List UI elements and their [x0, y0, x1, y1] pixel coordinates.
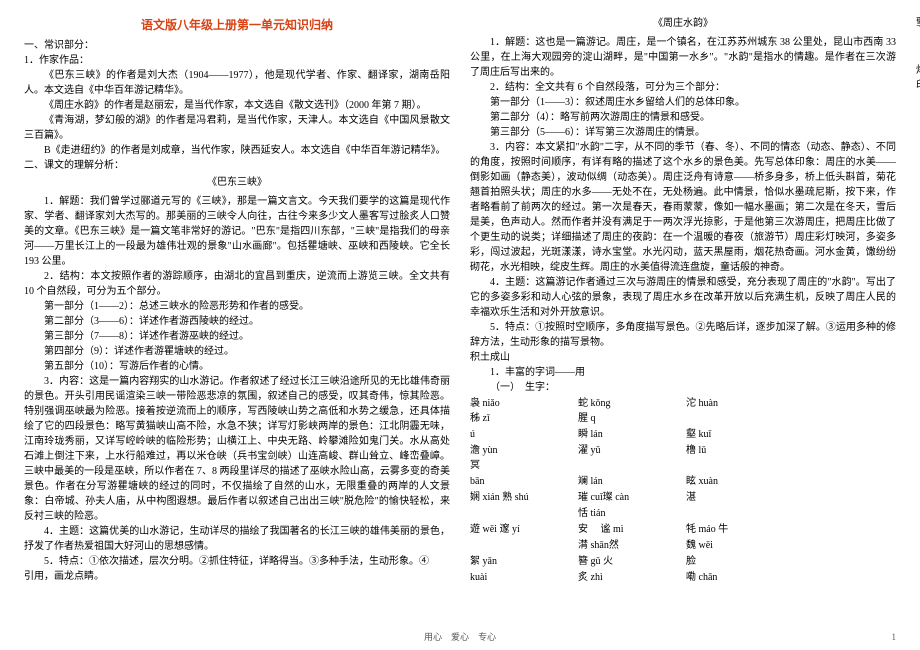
vocab-row: 袅 niǎo 蛇 kǒng 沱 huàn 秭 zǐ 腥 q [470, 396, 896, 426]
vocab-item: 蛇 kǒng [578, 396, 678, 411]
vocab-item: 魏 wēi [686, 538, 786, 553]
para-15: 印 [916, 78, 920, 93]
para-11a: 第一部分（1——3）：叙述周庄水乡留给人们的总体印象。 [470, 95, 896, 110]
vocab-item: 濯 yǔ [578, 443, 678, 458]
vocab-item: 娴 xián 熟 shú [470, 490, 570, 505]
vocab-item: bān [470, 474, 570, 489]
para-11b: 第二部分（4）：略写前两次游周庄的情景和感受。 [470, 110, 896, 125]
vocab-row: 毯 kǎn嘎 juē [916, 32, 920, 47]
vocab-item: 澹 yùn [470, 443, 570, 458]
vocab-row: 絮 yān 簪 gǔ 火脸 [470, 554, 896, 569]
vocab-item: 擎 qíng [916, 16, 920, 31]
vocab-item: 牦 máo 牛 [686, 522, 786, 537]
vocab-item: 秭 zǐ [470, 411, 570, 426]
col2-top: 引用，画龙点睛。 [24, 569, 450, 584]
vocab-row: 镖 biāo的 chì烙 lào [916, 48, 920, 78]
para-14: 5．特点：①按照时空顺序，多角度描写景色。②先略后详，逐步加深了解。③运用多种的… [470, 320, 896, 350]
vocab-item: 袅 niǎo [470, 396, 570, 411]
vocab-item: 恬 tián [578, 506, 678, 521]
vocab-item: 壑 kuǐ [686, 427, 786, 442]
vocab-item: 嘞 chān [686, 570, 786, 585]
para-3: 《青海湖，梦幻般的湖》的作者是冯君莉，是当代作家，天津人。本文选自《中国风景散文… [24, 113, 450, 143]
vocab-item [470, 538, 570, 553]
vocab-item: 脸 [686, 554, 786, 569]
vocab-item: 絮 yān [470, 554, 570, 569]
vocab-row: 潸 shān然魏 wēi [470, 538, 896, 553]
vocab-item: 橹 lǔ [686, 443, 786, 458]
vocab-item: 炙 zhì [578, 570, 678, 585]
para-10: 1．解题：这也是一篇游记。周庄，是一个镇名，在江苏苏州城东 38 公里处，昆山市… [470, 35, 896, 80]
section-3-1: 1．丰富的字词——用 [470, 365, 896, 380]
vocab-item: 璀 cuǐ璨 càn [578, 490, 678, 505]
section-3-2: （一） 生字： [470, 380, 896, 395]
subtitle-1: 《巴东三峡》 [24, 175, 450, 190]
page-number: 1 [892, 631, 897, 645]
vocab-item [916, 32, 920, 47]
section-1-1: 1．作家作品： [24, 53, 450, 68]
vocab-item: ú [470, 427, 570, 442]
para-9: 5．特点：①依次描述，层次分明。②抓住特征，详略得当。③多种手法，生动形象。④ [24, 554, 450, 569]
footer-text: 用心 爱心 专心 [424, 632, 496, 642]
para-6: 2．结构：本文按照作者的游踪顺序，由湖北的宜昌到重庆，逆流而上游览三峡。全文共有… [24, 269, 450, 299]
para-2: 《周庄水韵》的作者是赵丽宏，是当代作家，本文选自《散文选刊》（2000 年第 7… [24, 98, 450, 113]
vocab-item: 瞬 lán [578, 427, 678, 442]
vocab-row: bān 斓 lán 眩 xuàn [470, 474, 896, 489]
para-6e: 第五部分（10）：写游后作者的心情。 [24, 359, 450, 374]
para-5: 1．解题：我们曾学过郦道元写的《三峡》，那是一篇文言文。今天我们要学的这篇是现代… [24, 194, 450, 269]
vocab-item: 潸 shān然 [578, 538, 678, 553]
para-11c: 第三部分（5——6）：详写第三次游周庄的情景。 [470, 125, 896, 140]
para-8: 4．主题：这篇优美的山水游记，生动详尽的描绘了我国著名的长江三峡的雄伟美丽的景色… [24, 524, 450, 554]
vocab-item [470, 506, 570, 521]
para-6a: 第一部分（1——2）：总述三峡水的险恶形势和作者的感受。 [24, 299, 450, 314]
vocab-item: 安 谧 mì [578, 522, 678, 537]
vocab-item: 斓 lán [578, 474, 678, 489]
vocab-item [916, 48, 920, 63]
vocab-row: ú 瞬 lán 壑 kuǐ [470, 427, 896, 442]
vocab-item: 沱 huàn [686, 396, 786, 411]
vocab-item: 簪 gǔ 火 [578, 554, 678, 569]
para-6d: 第四部分（9）：详述作者游瞿塘峡的经过。 [24, 344, 450, 359]
vocab-item: kuài [470, 570, 570, 585]
vocab-item: 眩 xuàn [686, 474, 786, 489]
vocab-item: 冥 [470, 458, 570, 473]
vocab-row: 澹 yùn 濯 yǔ 橹 lǔ 冥 [470, 443, 896, 473]
para-12: 3．内容：本文紧扣"水韵"二字，从不同的季节（春、冬）、不同的情态（动态、静态）… [470, 140, 896, 275]
vocab-item: 烙 lào [916, 63, 920, 78]
subtitle-2: 《周庄水韵》 [470, 16, 896, 31]
document-title: 语文版八年级上册第一单元知识归纳 [24, 16, 450, 34]
para-4: B《走进纽约》的作者是刘成章，当代作家，陕西延安人。本文选自《中华百年游记精华》… [24, 143, 450, 158]
section-3: 积土成山 [470, 350, 896, 365]
vocab-item: 湛 [686, 490, 786, 505]
para-6b: 第二部分（3——6）：详述作者游西陵峡的经过。 [24, 314, 450, 329]
section-2-head: 二、课文的理解分析： [24, 158, 450, 173]
vocab-item: 腥 q [578, 411, 678, 426]
vocab-row: 遊 wēi 邃 yí 安 谧 mì 牦 máo 牛 [470, 522, 896, 537]
para-7: 3．内容：这是一篇内容翔实的山水游记。作者叙述了经过长江三峡沿途所见的无比雄伟奇… [24, 374, 450, 524]
vocab-row: 娴 xián 熟 shú 璀 cuǐ璨 càn 湛 [470, 490, 896, 505]
para-11: 2．结构：全文共有 6 个自然段落，可分为三个部分： [470, 80, 896, 95]
para-6c: 第三部分（7——8）：详述作者游巫峡的经过。 [24, 329, 450, 344]
section-1-head: 一、常识部分： [24, 38, 450, 53]
vocab-item: 遊 wēi 邃 yí [470, 522, 570, 537]
footer: 用心 爱心 专心 1 [0, 631, 920, 645]
para-1: 《巴东三峡》的作者是刘大杰（1904——1977），他是现代学者、作家、翻译家，… [24, 68, 450, 98]
vocab-row: 恬 tián [470, 506, 896, 521]
para-13: 4．主题：这篇游记作者通过三次与游周庄的情景和感受，充分表现了周庄的"水韵"。写… [470, 275, 896, 320]
